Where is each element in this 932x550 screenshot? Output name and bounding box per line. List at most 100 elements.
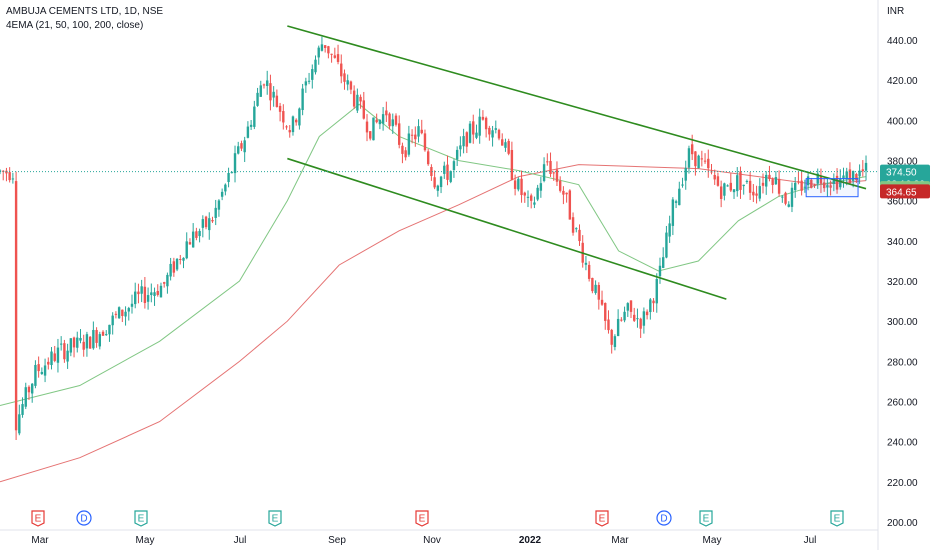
candle-body	[475, 132, 478, 138]
y-tick-label: 440.00	[887, 36, 918, 47]
candle-body	[813, 184, 816, 186]
candle-body	[359, 96, 362, 102]
candle-body	[600, 299, 604, 305]
candle-body	[352, 90, 356, 107]
y-tick-label: 300.00	[887, 317, 918, 328]
candle-body	[117, 307, 121, 319]
candle-body	[317, 47, 320, 58]
candle-body	[484, 117, 488, 130]
candle-body	[565, 192, 568, 195]
candle-body	[681, 184, 684, 186]
candle-body	[121, 309, 124, 316]
candle-body	[459, 145, 462, 150]
x-tick-label: Mar	[611, 535, 629, 546]
candle-body	[343, 73, 346, 82]
candle-body	[684, 167, 687, 181]
candle-body	[562, 190, 565, 195]
candle-body	[150, 292, 153, 296]
candle-body	[697, 155, 700, 169]
candle-body	[742, 184, 745, 187]
candle-body	[269, 83, 272, 101]
candle-body	[307, 80, 311, 82]
x-tick-label: Jul	[804, 535, 817, 546]
candle-body	[523, 192, 526, 196]
candle-body	[214, 207, 217, 218]
candle-body	[291, 116, 295, 133]
candle-body	[584, 262, 588, 265]
candle-body	[633, 314, 636, 321]
candle-body	[50, 351, 53, 366]
candle-body	[66, 350, 69, 362]
y-tick-label: 260.00	[887, 398, 918, 409]
candle-body	[34, 364, 37, 386]
candle-body	[230, 172, 233, 174]
candle-body	[356, 94, 359, 111]
candle-body	[436, 185, 440, 191]
candle-body	[665, 232, 668, 258]
candle-body	[159, 285, 163, 298]
candle-body	[426, 151, 430, 165]
candle-body	[8, 172, 11, 181]
candle-body	[465, 132, 469, 147]
candle-body	[301, 88, 304, 111]
candle-body	[130, 303, 134, 307]
candle-body	[520, 178, 523, 196]
candle-body	[803, 186, 807, 188]
candle-body	[101, 331, 105, 336]
y-tick-label: 240.00	[887, 438, 918, 449]
candle-body	[835, 175, 839, 190]
candle-body	[398, 123, 401, 145]
indicator-legend[interactable]: 4EMA (21, 50, 100, 200, close)	[6, 20, 144, 31]
y-tick-label: 200.00	[887, 518, 918, 529]
candle-body	[642, 311, 646, 326]
candle-body	[92, 329, 95, 349]
candle-body	[146, 295, 150, 302]
candle-body	[793, 182, 797, 191]
candle-body	[372, 117, 375, 141]
candle-body	[407, 133, 411, 155]
candle-body	[204, 216, 208, 228]
candle-body	[24, 387, 27, 407]
candle-body	[716, 176, 720, 186]
candle-body	[745, 180, 749, 182]
candle-body	[452, 161, 456, 171]
candle-body	[185, 241, 188, 259]
candle-body	[224, 184, 227, 192]
candle-body	[47, 361, 50, 365]
symbol-title[interactable]: AMBUJA CEMENTS LTD, 1D, NSE	[6, 6, 164, 17]
candle-body	[340, 63, 343, 77]
candle-body	[839, 178, 842, 188]
candle-body	[336, 54, 340, 62]
candle-body	[719, 186, 723, 199]
candle-body	[668, 223, 671, 237]
earnings-event-icon	[134, 510, 148, 527]
event-marker-label: E	[599, 514, 606, 525]
x-tick-label: 2022	[519, 535, 542, 546]
y-tick-label: 220.00	[887, 478, 918, 489]
earnings-event-icon	[268, 510, 282, 527]
candle-body	[304, 81, 308, 86]
candle-body	[37, 364, 40, 372]
candle-body	[285, 126, 288, 128]
candle-body	[507, 140, 510, 154]
candle-body	[462, 136, 465, 147]
candle-body	[134, 291, 137, 305]
candle-body	[607, 319, 610, 331]
candle-body	[784, 192, 787, 204]
candle-body	[671, 199, 675, 226]
event-marker-label: E	[703, 514, 710, 525]
candle-body	[375, 119, 378, 123]
candle-body	[517, 178, 520, 190]
candle-body	[188, 242, 192, 245]
candle-body	[591, 277, 594, 292]
candle-body	[18, 414, 21, 434]
candle-body	[449, 171, 452, 182]
ema-b-value: 364.65	[886, 187, 917, 198]
candle-body	[423, 133, 427, 151]
candle-body	[59, 343, 63, 345]
candle-body	[571, 217, 575, 233]
candle-body	[513, 180, 517, 189]
candle-body	[616, 318, 620, 337]
